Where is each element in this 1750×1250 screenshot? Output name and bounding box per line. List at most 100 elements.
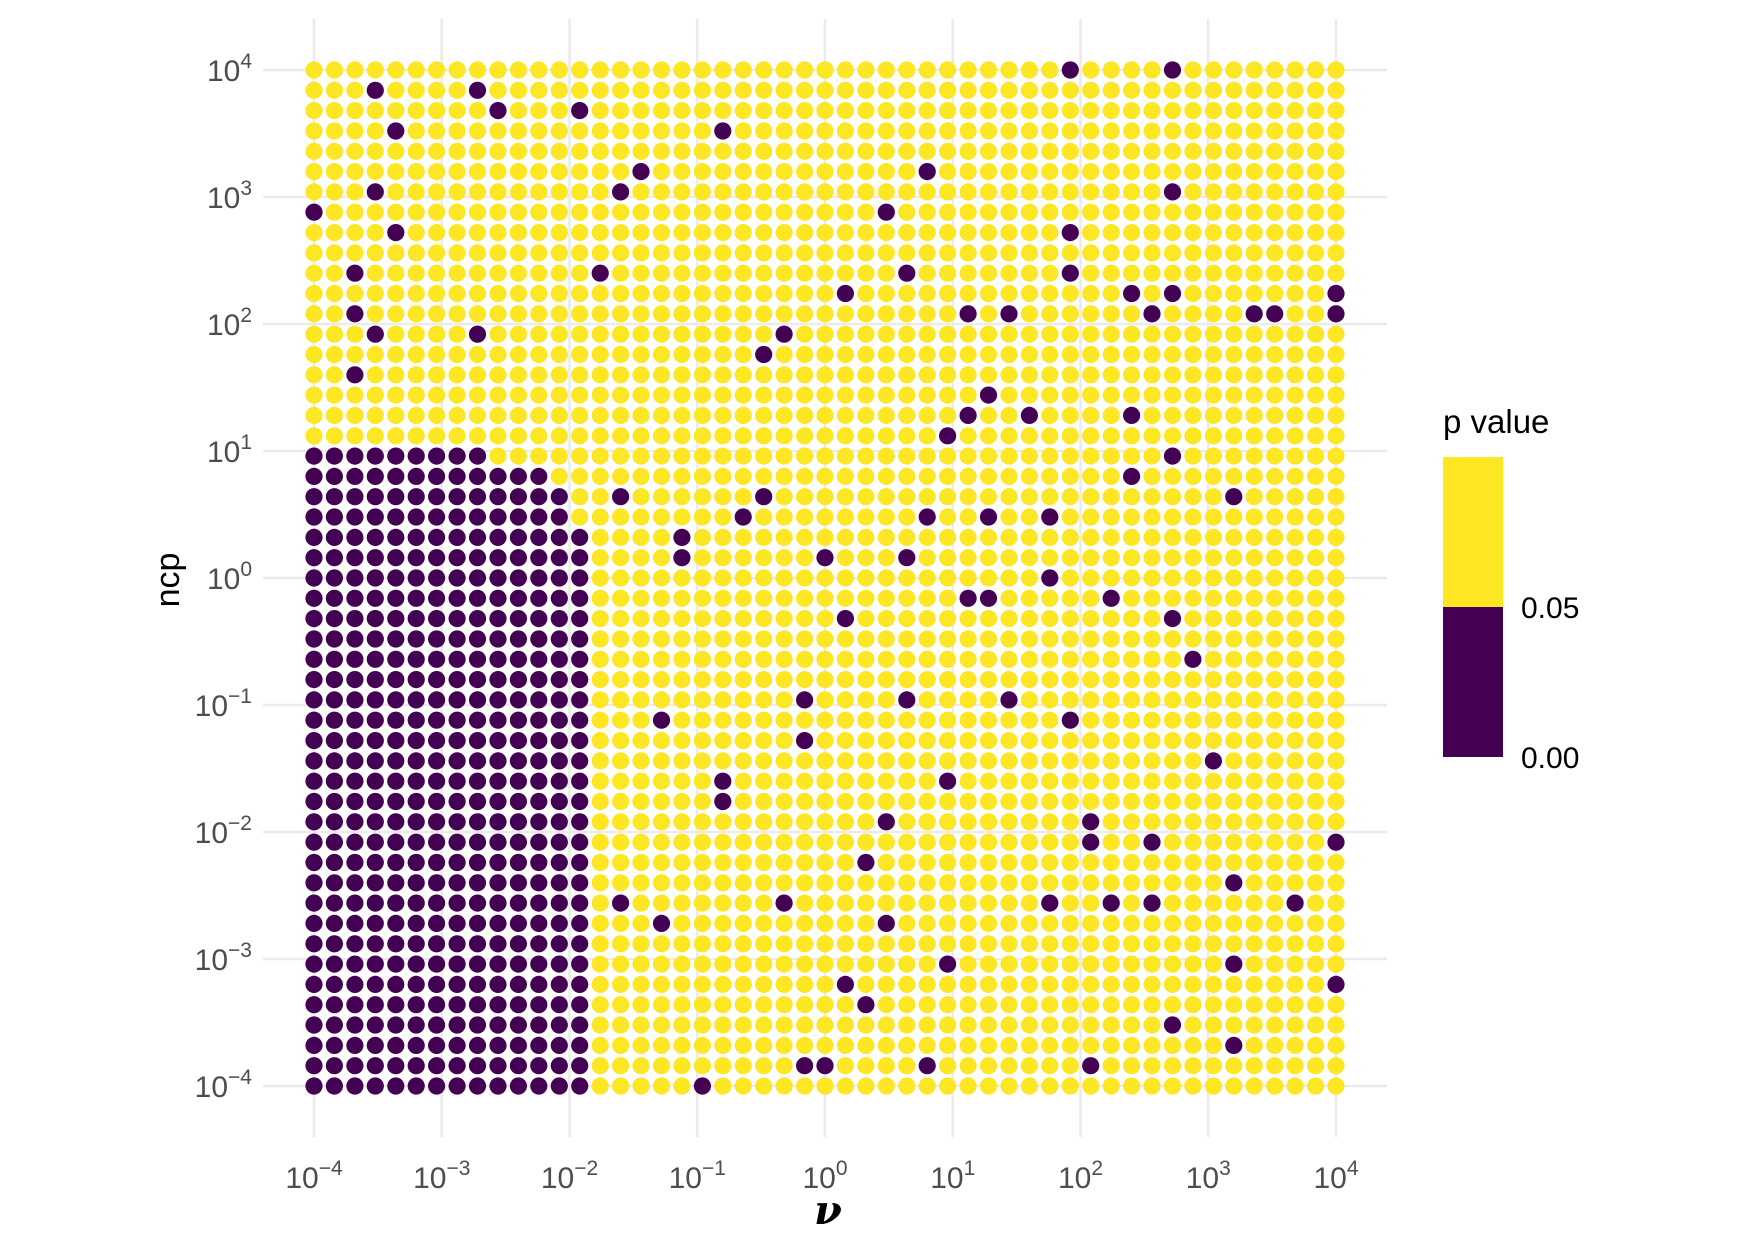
data-point	[714, 935, 732, 953]
data-point	[918, 813, 936, 831]
data-point	[693, 528, 712, 547]
data-point	[734, 142, 752, 160]
data-point	[918, 975, 936, 994]
data-point	[571, 284, 589, 303]
data-point	[898, 386, 916, 404]
data-point	[1266, 955, 1284, 973]
data-point	[1082, 1077, 1100, 1095]
data-point	[448, 1016, 466, 1034]
data-point	[387, 1057, 405, 1075]
data-point	[1327, 427, 1345, 445]
data-point	[939, 569, 957, 587]
data-point	[1041, 163, 1059, 181]
data-point	[1020, 61, 1038, 79]
data-point	[1163, 549, 1182, 567]
data-point	[796, 1016, 814, 1034]
data-point	[734, 284, 752, 303]
data-point	[898, 102, 916, 120]
data-point	[836, 630, 855, 648]
data-point	[428, 955, 446, 973]
data-point	[428, 996, 446, 1014]
data-point	[673, 284, 691, 303]
data-point	[1082, 102, 1100, 120]
data-point	[632, 610, 650, 628]
data-point	[796, 163, 814, 181]
data-point	[591, 224, 609, 242]
data-point	[1225, 589, 1243, 607]
data-point	[1266, 650, 1284, 668]
data-point	[366, 224, 384, 242]
data-point	[877, 711, 895, 729]
data-point	[509, 833, 527, 851]
data-point	[1061, 853, 1079, 872]
data-point	[652, 386, 671, 404]
data-point	[1245, 833, 1263, 851]
data-point	[612, 996, 630, 1014]
data-point	[612, 183, 630, 201]
data-point	[898, 874, 916, 892]
data-point	[325, 427, 343, 445]
data-point	[939, 366, 957, 384]
data-point	[816, 1057, 834, 1075]
data-point	[755, 996, 773, 1014]
data-point	[1000, 203, 1018, 221]
data-point	[448, 813, 466, 831]
data-point	[571, 914, 589, 933]
data-point	[877, 163, 895, 181]
data-point	[1020, 772, 1038, 790]
data-point	[1000, 833, 1018, 851]
data-point	[1327, 467, 1345, 485]
data-point	[898, 732, 916, 750]
data-point	[1123, 305, 1141, 323]
data-point	[468, 813, 487, 831]
data-point	[755, 406, 773, 424]
data-point	[1184, 610, 1202, 628]
data-point	[898, 935, 916, 953]
data-point	[530, 122, 548, 140]
data-point	[612, 650, 630, 668]
data-point	[1143, 244, 1161, 262]
data-point	[1123, 406, 1141, 424]
data-point	[1000, 671, 1018, 689]
data-point	[673, 163, 691, 181]
data-point	[1327, 630, 1345, 648]
data-point	[1123, 61, 1141, 79]
data-point	[1082, 244, 1100, 262]
data-point	[652, 305, 671, 323]
data-point	[1143, 142, 1161, 160]
data-point	[1000, 711, 1018, 729]
data-point	[1143, 975, 1161, 994]
data-point	[1102, 1016, 1120, 1034]
data-point	[734, 772, 752, 790]
data-point	[1266, 813, 1284, 831]
data-point	[796, 325, 814, 343]
data-point	[1163, 650, 1182, 668]
data-point	[918, 203, 936, 221]
data-point	[816, 752, 834, 770]
data-point	[1020, 792, 1038, 811]
data-point	[1307, 1077, 1325, 1095]
data-point	[571, 427, 589, 445]
data-point	[857, 589, 875, 607]
data-point	[530, 427, 548, 445]
data-point	[407, 935, 425, 953]
data-point	[1163, 244, 1182, 262]
data-point	[571, 955, 589, 973]
data-point	[979, 163, 998, 181]
data-point	[959, 1016, 977, 1034]
data-point	[918, 142, 936, 160]
data-point	[979, 224, 998, 242]
data-point	[1143, 874, 1161, 892]
data-point	[898, 264, 916, 282]
data-point	[652, 732, 671, 750]
data-point	[407, 528, 425, 547]
data-point	[714, 955, 732, 973]
data-point	[428, 345, 446, 364]
data-point	[1286, 386, 1304, 404]
data-point	[428, 102, 446, 120]
data-point	[387, 427, 405, 445]
data-point	[550, 406, 568, 424]
data-point	[550, 508, 568, 526]
data-point	[714, 874, 732, 892]
data-point	[325, 345, 343, 364]
